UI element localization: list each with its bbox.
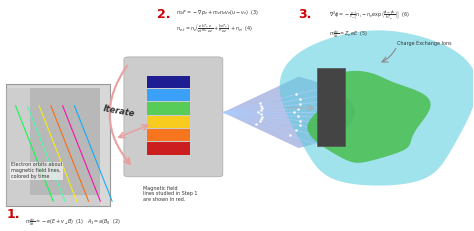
Text: Charge Exchange Ions: Charge Exchange Ions bbox=[397, 41, 452, 46]
FancyBboxPatch shape bbox=[147, 89, 190, 101]
Text: 3.: 3. bbox=[298, 8, 311, 21]
FancyBboxPatch shape bbox=[147, 116, 190, 128]
Text: 2.: 2. bbox=[157, 8, 170, 21]
FancyBboxPatch shape bbox=[147, 76, 190, 88]
FancyBboxPatch shape bbox=[147, 129, 190, 141]
Polygon shape bbox=[223, 77, 355, 148]
Text: Magnetic field
lines studied in Step 1
are shown in red.: Magnetic field lines studied in Step 1 a… bbox=[143, 186, 197, 202]
FancyBboxPatch shape bbox=[6, 84, 110, 206]
Text: 1.: 1. bbox=[6, 208, 19, 221]
Text: $\nabla^2\phi=-\frac{e}{\epsilon_0}\left[n_i-n_e\exp\left(\frac{\phi-\phi_s}{kT_: $\nabla^2\phi=-\frac{e}{\epsilon_0}\left… bbox=[329, 8, 410, 21]
FancyBboxPatch shape bbox=[30, 88, 100, 195]
Text: Electron orbits about
magnetic field lines,
colored by time: Electron orbits about magnetic field lin… bbox=[11, 162, 63, 179]
FancyBboxPatch shape bbox=[6, 88, 100, 206]
FancyBboxPatch shape bbox=[317, 68, 346, 146]
FancyBboxPatch shape bbox=[147, 102, 190, 115]
FancyBboxPatch shape bbox=[147, 142, 190, 155]
Text: $m\frac{dv}{dt}=-e(E+v_\perp B)$  (1)   $A_1=a(B_0$  (2): $m\frac{dv}{dt}=-e(E+v_\perp B)$ (1) $A_… bbox=[25, 217, 121, 228]
Polygon shape bbox=[307, 71, 431, 163]
Text: $m_eF=-\nabla p_e + m_en_ev_e(u-v_e)$  (3): $m_eF=-\nabla p_e + m_en_ev_e(u-v_e)$ (3… bbox=[176, 8, 259, 17]
Polygon shape bbox=[280, 30, 474, 185]
Text: Iterate: Iterate bbox=[103, 104, 136, 119]
Text: $m\frac{dv}{dt}=Z_eeE$  (5): $m\frac{dv}{dt}=Z_eeE$ (5) bbox=[329, 28, 368, 40]
Text: $n_{e,t}=n_e\left(\frac{\partial}{\partial t}\frac{kT_e}{m_e}\frac{\partial}{\pa: $n_{e,t}=n_e\left(\frac{\partial}{\parti… bbox=[176, 21, 253, 34]
FancyBboxPatch shape bbox=[124, 57, 223, 177]
